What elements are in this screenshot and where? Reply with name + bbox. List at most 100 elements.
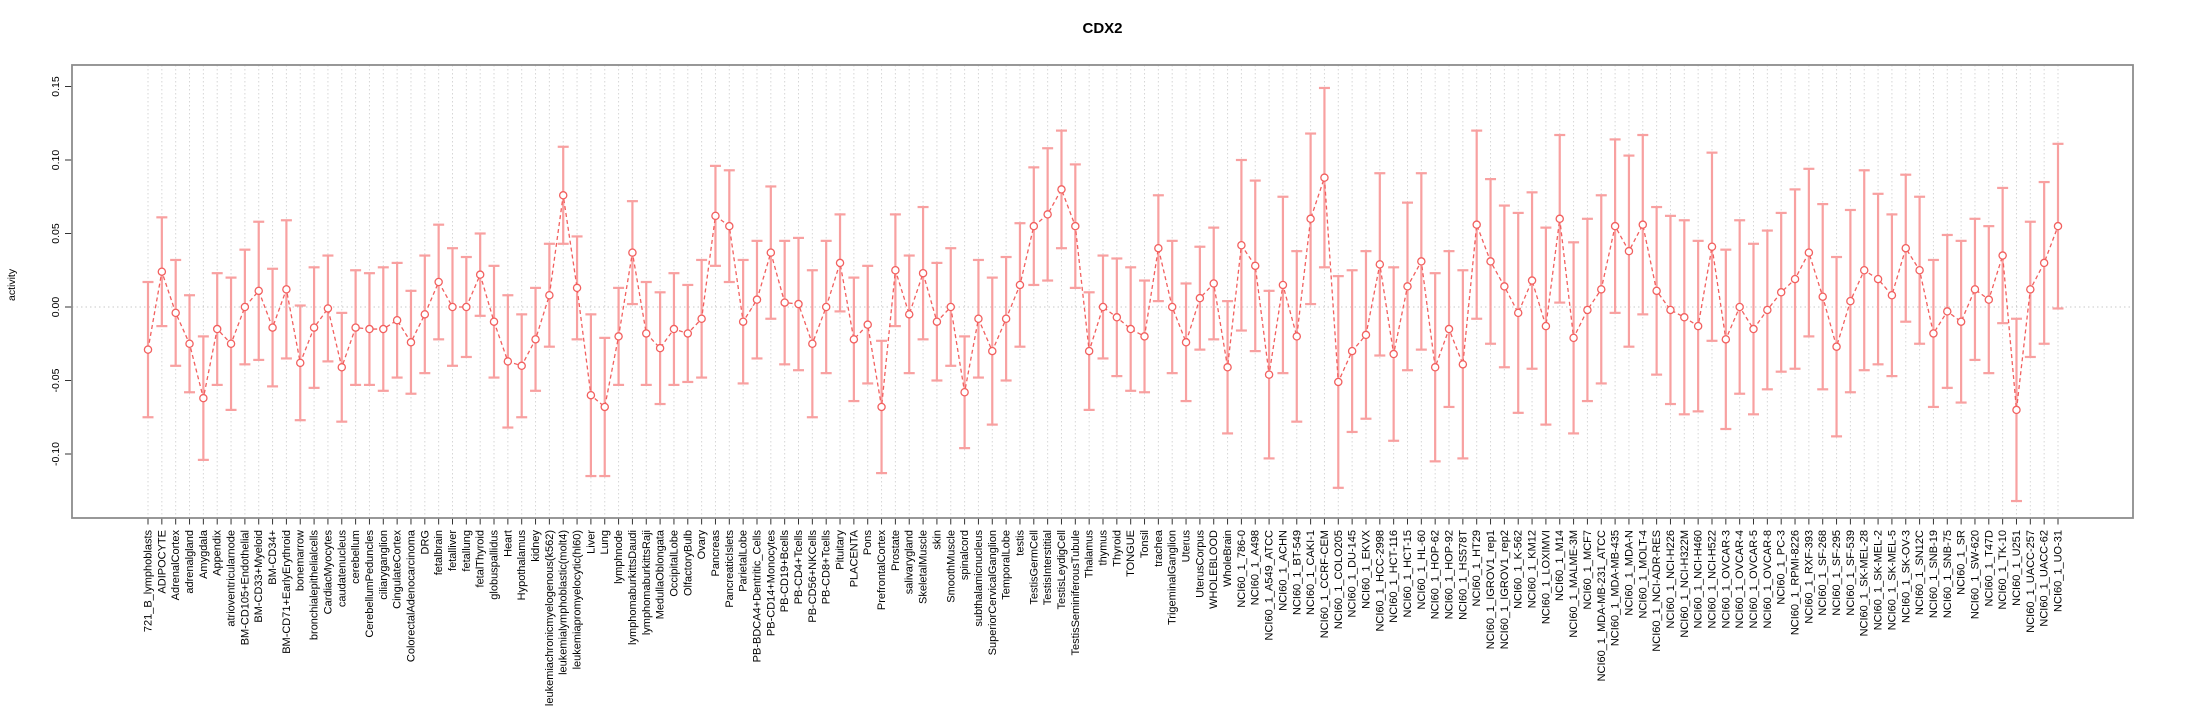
data-point	[199, 393, 208, 403]
x-tick-label: TONGUE	[1125, 530, 1137, 577]
data-point	[1887, 290, 1897, 300]
data-point	[295, 358, 305, 368]
data-point	[1859, 265, 1869, 275]
x-tick-label: NCI60_1_UACC-62	[2039, 530, 2051, 627]
x-tick-label: Pituitary	[835, 530, 847, 570]
x-tick-label: BM-CD71+EarlyErythroid	[281, 530, 293, 654]
data-point	[448, 302, 457, 312]
x-tick-label: Uterus	[1181, 530, 1193, 563]
data-point	[1430, 363, 1440, 372]
data-point	[1901, 243, 1911, 253]
x-tick-label: NCI60_1_SK-MEL-2	[1873, 530, 1885, 630]
data-point	[1250, 261, 1260, 271]
x-tick-label: NCI60_1_MOLT-4	[1637, 530, 1649, 618]
x-tick-label: TemporalLobe	[1001, 530, 1013, 600]
data-point	[572, 283, 582, 293]
data-point	[1680, 313, 1689, 322]
data-point	[185, 339, 194, 348]
data-point	[628, 248, 637, 257]
data-point	[904, 310, 914, 319]
data-point	[946, 302, 956, 312]
x-tick-label: MedullaOblongata	[655, 529, 667, 619]
x-tick-label: Thyroid	[1111, 530, 1123, 567]
x-tick-label: spinalcord	[959, 530, 971, 580]
data-point	[974, 314, 983, 324]
x-tick-label: NCI60_1_IGROV1_rep2	[1499, 530, 1511, 649]
x-tick-label: NCI60_1_KM12	[1527, 530, 1539, 608]
x-tick-label: ADIPOCYTE	[156, 530, 168, 594]
x-tick-label: NCI60_1_NCI-H460	[1693, 530, 1705, 628]
data-point	[891, 265, 900, 275]
data-point	[1707, 242, 1717, 251]
data-point	[2053, 221, 2063, 231]
x-tick-label: PLACENTA	[848, 529, 860, 587]
x-tick-label: NCI60_1_OVCAR-5	[1748, 530, 1760, 628]
data-point	[586, 390, 596, 400]
x-tick-label: globuspallidus	[489, 530, 501, 600]
x-tick-label: bronchialepithelialcells	[309, 530, 321, 641]
data-point	[489, 317, 499, 326]
x-tick-label: PB-CD4+Tcells	[793, 530, 805, 605]
x-tick-label: NCI60_1_SNB-75	[1942, 530, 1954, 618]
x-tick-label: NCI60_1_HS578T	[1457, 530, 1469, 620]
x-tick-label: NCI60_1_SF-539	[1845, 530, 1857, 616]
x-tick-label: NCI60_1_NCI-H226	[1665, 530, 1677, 628]
x-tick-label: Liver	[585, 530, 597, 554]
data-point	[406, 338, 416, 347]
data-point	[1666, 305, 1675, 315]
x-tick-label: PB-CD56+NKCells	[807, 530, 819, 623]
data-point	[1015, 280, 1025, 290]
data-point	[2039, 258, 2049, 268]
data-point	[1583, 305, 1592, 315]
x-tick-label: NCI60_1_HCC-2998	[1374, 530, 1386, 632]
x-tick-label: NCI60_1_UO-31	[2053, 530, 2065, 612]
x-tick-label: ciliaryganglion	[378, 530, 390, 600]
x-tick-label: skin	[931, 530, 943, 550]
data-point	[614, 332, 623, 341]
data-point	[503, 357, 513, 366]
data-point	[835, 258, 845, 268]
data-point	[1873, 274, 1883, 284]
x-tick-label: OlfactoryBulb	[682, 530, 694, 596]
data-point	[1486, 257, 1495, 266]
x-tick-label: 721_B_lymphoblasts	[143, 530, 155, 633]
data-point	[157, 267, 167, 276]
data-point	[545, 290, 554, 300]
x-tick-label: NCI60_1_SNB-19	[1928, 530, 1940, 618]
y-tick-label: -0.05	[50, 368, 62, 392]
data-point	[1347, 346, 1357, 356]
x-tick-label: NCI60_1_RXF-393	[1803, 530, 1815, 624]
x-tick-label: AdrenalCortex	[170, 530, 182, 601]
x-tick-label: TestisInterstitial	[1042, 530, 1054, 605]
x-tick-label: NCI60_1_SK-MEL-5	[1886, 530, 1898, 630]
x-tick-label: NCI60_1_HOP-62	[1430, 530, 1442, 619]
data-point	[1071, 221, 1080, 231]
x-tick-label: SmoothMuscle	[945, 530, 957, 603]
data-point	[1500, 282, 1509, 291]
x-tick-label: WHOLEBLOOD	[1208, 530, 1220, 609]
data-point	[1043, 210, 1052, 219]
x-tick-label: NCI60_1_COLO205	[1333, 530, 1345, 629]
x-tick-label: ParietalLobe	[738, 530, 750, 592]
data-point	[379, 324, 388, 334]
data-point	[1292, 332, 1302, 341]
data-point	[1237, 241, 1246, 250]
data-point	[1527, 276, 1537, 285]
x-tick-label: NCI60_1_A498	[1250, 530, 1262, 605]
x-tick-label: NCI60_1_MDA-MB-435	[1610, 530, 1622, 646]
x-tick-label: NCI60_1_SK-OV-3	[1900, 530, 1912, 623]
x-tick-label: NCI60_1_DU-145	[1347, 530, 1359, 617]
x-tick-label: NCI60_1_SK-MEL-28	[1859, 530, 1871, 636]
x-tick-label: NCI60_1_HL-60	[1416, 530, 1428, 610]
data-point	[309, 323, 319, 332]
x-tick-label: OccipitalLobe	[668, 530, 680, 597]
x-tick-label: PB-CD8+Tcells	[821, 530, 833, 605]
data-point	[1652, 286, 1661, 296]
x-tick-label: TestisGermCell	[1028, 530, 1040, 605]
data-point	[683, 329, 693, 338]
data-point	[1444, 324, 1454, 334]
data-point	[1943, 307, 1952, 316]
x-tick-label: cerebellum	[350, 530, 362, 584]
data-point	[960, 388, 969, 397]
x-tick-label: leukemiachronicmyelogenous(k562)	[544, 530, 556, 706]
